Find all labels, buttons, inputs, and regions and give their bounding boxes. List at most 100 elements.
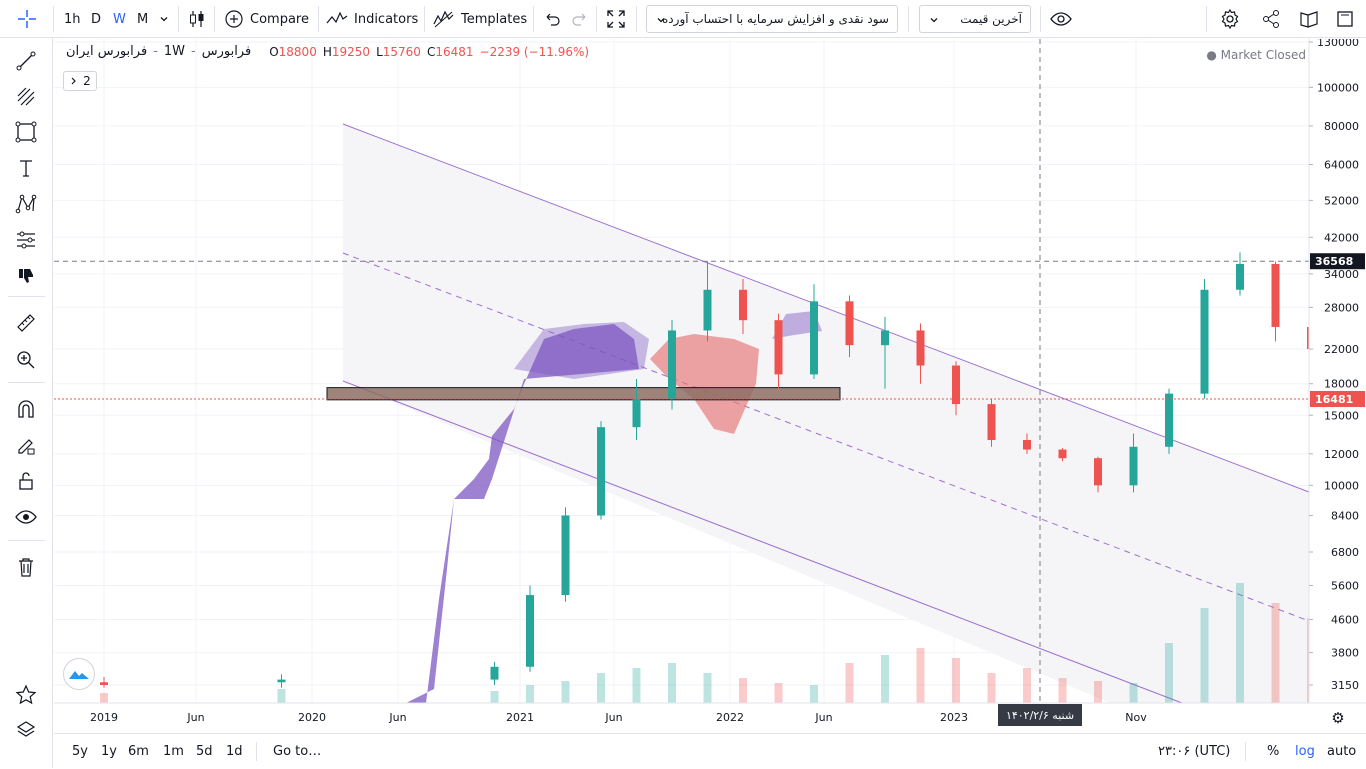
- divider: [318, 6, 319, 32]
- pattern-icon[interactable]: [13, 191, 39, 217]
- volume-bar: [100, 693, 108, 703]
- ohlc-close-label: C: [426, 44, 436, 59]
- trash-icon[interactable]: [13, 554, 39, 580]
- book-icon[interactable]: [1298, 0, 1320, 38]
- divider: [1206, 6, 1207, 32]
- crosshair-date-label: شنبه ۱۴۰۲/۲/۶: [1006, 709, 1074, 722]
- divider: [8, 382, 45, 383]
- volume-bar: [1236, 583, 1244, 703]
- timeframe-d[interactable]: D: [91, 11, 102, 27]
- price-tick-label: 8400: [1331, 509, 1359, 522]
- share-icon[interactable]: [1260, 0, 1282, 38]
- magnet-icon[interactable]: [13, 396, 39, 422]
- compare-button[interactable]: Compare: [224, 0, 309, 38]
- range-5y[interactable]: 5y: [72, 744, 88, 759]
- price-chart[interactable]: 130000 100000 80000 64000 52000 42000 34000 280…: [54, 39, 1366, 733]
- time-tick-label: Jun: [388, 711, 406, 724]
- collapsed-count: 2: [83, 74, 91, 88]
- candle-body: [810, 301, 818, 375]
- cloud-bullish: [406, 324, 639, 703]
- prediction-icon[interactable]: [13, 227, 39, 253]
- candle-body: [1165, 393, 1173, 447]
- time-tick-label: 2019: [90, 711, 118, 724]
- percent-toggle[interactable]: %: [1267, 744, 1280, 759]
- volume-bar: [1271, 603, 1280, 703]
- fib-icon[interactable]: [13, 84, 39, 110]
- market-status-label: Market Closed: [1220, 48, 1306, 62]
- range-6m[interactable]: 6m: [128, 744, 149, 759]
- chevron-down-icon[interactable]: [158, 0, 170, 38]
- compare-label: Compare: [250, 11, 309, 27]
- volume-bar: [1023, 668, 1031, 703]
- chevron-right-icon: [71, 77, 77, 85]
- bottom-toolbar: 5y 1y 6m 1m 5d 1d Go to… ۲۳:۰۶ (UTC) % l…: [54, 733, 1366, 768]
- timeframe-1h[interactable]: 1h: [64, 11, 81, 27]
- crosshair-date-bg: [998, 704, 1082, 726]
- timeframe-m[interactable]: M: [137, 11, 149, 27]
- trend-line-icon[interactable]: [13, 48, 39, 74]
- price-label-bg: [1310, 390, 1365, 407]
- price-tick-label: 12000: [1324, 448, 1359, 461]
- ruler-icon[interactable]: [13, 310, 39, 336]
- ichimoku-cloud: [406, 311, 822, 703]
- descending-channel: [342, 123, 1310, 733]
- ohlc-close: 16481: [435, 44, 474, 59]
- divider: [636, 6, 637, 32]
- ohlc-high: 19250: [331, 44, 371, 59]
- lock-icon[interactable]: [13, 468, 39, 494]
- tradingview-logo[interactable]: [63, 658, 95, 690]
- layers-icon[interactable]: [13, 717, 39, 743]
- divider: [1040, 6, 1041, 32]
- candle-body: [845, 301, 854, 346]
- indicator-collapse-button[interactable]: 2: [63, 71, 97, 91]
- range-1d[interactable]: 1d: [226, 744, 243, 759]
- eye-icon[interactable]: [1049, 0, 1073, 38]
- ohlc-low: 15760: [382, 44, 421, 59]
- ohlc-change: −2239 (−11.96%): [479, 44, 590, 59]
- undo-icon[interactable]: [543, 0, 561, 38]
- gear-icon[interactable]: [1219, 0, 1241, 38]
- text-icon[interactable]: [13, 155, 39, 181]
- volume-bar: [739, 678, 747, 703]
- templates-button[interactable]: Templates: [433, 0, 527, 38]
- thumbs-down-icon[interactable]: [13, 263, 39, 289]
- fullscreen-square-icon[interactable]: [1335, 0, 1355, 38]
- volume-bar: [526, 685, 534, 703]
- log-toggle[interactable]: log: [1295, 744, 1315, 759]
- auto-toggle[interactable]: auto: [1327, 744, 1357, 759]
- indicators-button[interactable]: Indicators: [326, 0, 418, 38]
- range-1y[interactable]: 1y: [101, 744, 117, 759]
- volume-bar: [668, 663, 676, 703]
- price-label-bg: [1310, 253, 1365, 270]
- price-axis: 130000 100000 80000 64000 52000 42000 34000 280…: [1308, 39, 1366, 703]
- templates-icon: [433, 10, 454, 28]
- price-label: 16481: [1315, 393, 1353, 406]
- price-axis-bg: [1309, 39, 1366, 703]
- candle-body: [277, 679, 286, 683]
- fullscreen-icon[interactable]: [605, 0, 627, 38]
- zoom-in-icon[interactable]: [13, 347, 39, 373]
- rectangle-icon[interactable]: [13, 119, 39, 145]
- timezone-label[interactable]: ۲۳:۰۶ (UTC): [1158, 744, 1231, 759]
- timeframe-w[interactable]: W: [113, 11, 126, 27]
- divider: [533, 6, 534, 32]
- pencil-lock-icon[interactable]: [13, 432, 39, 458]
- range-1m[interactable]: 1m: [163, 744, 184, 759]
- candle-body: [774, 320, 783, 375]
- crosshair-icon[interactable]: [14, 0, 40, 38]
- price-source-select[interactable]: آخرین قیمت: [919, 5, 1031, 33]
- goto-button[interactable]: Go to…: [273, 744, 322, 759]
- price-tick-label: 80000: [1324, 120, 1359, 133]
- divider: [1245, 742, 1246, 761]
- divider: [214, 6, 215, 32]
- chart-legend: فرابورس ایران - 1W - فرابورس O 18800 H 192…: [66, 44, 590, 59]
- time-tick-label: 2021: [506, 711, 534, 724]
- star-icon[interactable]: [13, 682, 39, 708]
- candles-icon[interactable]: [186, 0, 208, 38]
- layout-select[interactable]: سود نقدی و افزایش سرمایه با احتساب آورده: [646, 5, 898, 33]
- visibility-icon[interactable]: [13, 504, 39, 530]
- candle-body: [597, 427, 605, 516]
- price-tick-label: 15000: [1324, 409, 1359, 422]
- redo-icon[interactable]: [571, 0, 589, 38]
- range-5d[interactable]: 5d: [196, 744, 213, 759]
